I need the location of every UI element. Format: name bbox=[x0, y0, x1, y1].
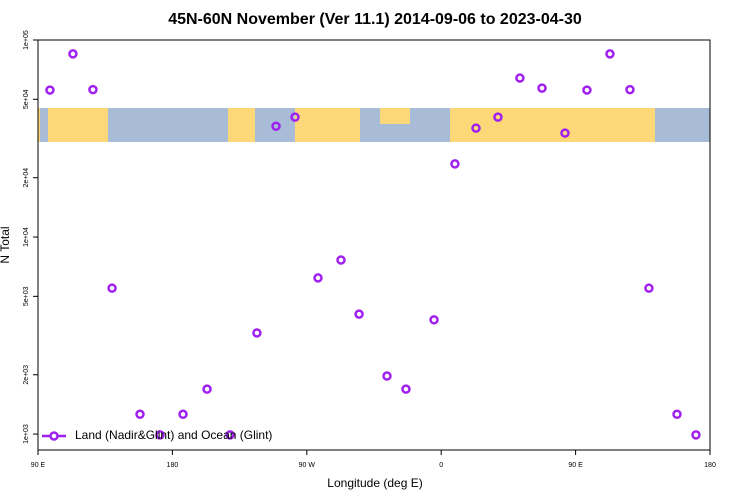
point bbox=[691, 430, 701, 440]
x-axis-label: Longitude (deg E) bbox=[327, 476, 422, 490]
point bbox=[45, 85, 55, 95]
point bbox=[401, 384, 411, 394]
point bbox=[88, 84, 98, 95]
x-tick-label: 180 bbox=[704, 462, 716, 469]
x-tick-label: 90 E bbox=[568, 462, 583, 469]
x-tick-label: 90 E bbox=[31, 462, 46, 469]
point bbox=[178, 409, 188, 420]
point bbox=[560, 128, 570, 138]
y-tick-label: 5e+04 bbox=[23, 89, 30, 109]
point bbox=[644, 283, 654, 293]
point bbox=[625, 84, 635, 95]
point bbox=[225, 430, 235, 440]
point bbox=[672, 409, 682, 420]
y-tick-label: 1e+03 bbox=[23, 424, 30, 444]
point bbox=[290, 112, 300, 122]
point bbox=[202, 384, 212, 394]
point bbox=[493, 112, 503, 122]
point bbox=[252, 328, 262, 338]
point bbox=[382, 371, 392, 381]
x-tick-label: 90 W bbox=[299, 462, 316, 469]
point bbox=[582, 85, 592, 95]
y-tick-label: 2e+04 bbox=[23, 168, 30, 188]
y-tick-label: 1e+05 bbox=[23, 30, 30, 50]
legend-marker bbox=[49, 431, 59, 441]
point bbox=[271, 121, 281, 131]
point bbox=[336, 255, 346, 265]
plot-frame bbox=[37, 39, 711, 451]
point bbox=[313, 273, 323, 283]
legend-label: Land (Nadir&Glint) and Ocean (Glint) bbox=[75, 428, 272, 442]
map-band bbox=[38, 108, 710, 142]
point bbox=[515, 73, 525, 83]
chart-title: 45N-60N November (Ver 11.1) 2014-09-06 t… bbox=[168, 11, 582, 28]
point bbox=[354, 309, 364, 319]
point bbox=[537, 83, 547, 93]
point bbox=[107, 283, 117, 293]
point bbox=[68, 49, 78, 59]
x-tick-label: 180 bbox=[167, 462, 179, 469]
y-tick-label: 2e+03 bbox=[23, 365, 30, 385]
point bbox=[605, 49, 615, 59]
point bbox=[155, 430, 165, 440]
y-tick-label: 1e+04 bbox=[23, 227, 30, 247]
y-tick-label: 5e+03 bbox=[23, 286, 30, 306]
point bbox=[135, 409, 145, 420]
y-axis-label: N Total bbox=[0, 226, 12, 263]
point bbox=[429, 315, 439, 325]
x-tick-label: 0 bbox=[439, 462, 443, 469]
point bbox=[450, 159, 460, 169]
point bbox=[471, 123, 481, 133]
